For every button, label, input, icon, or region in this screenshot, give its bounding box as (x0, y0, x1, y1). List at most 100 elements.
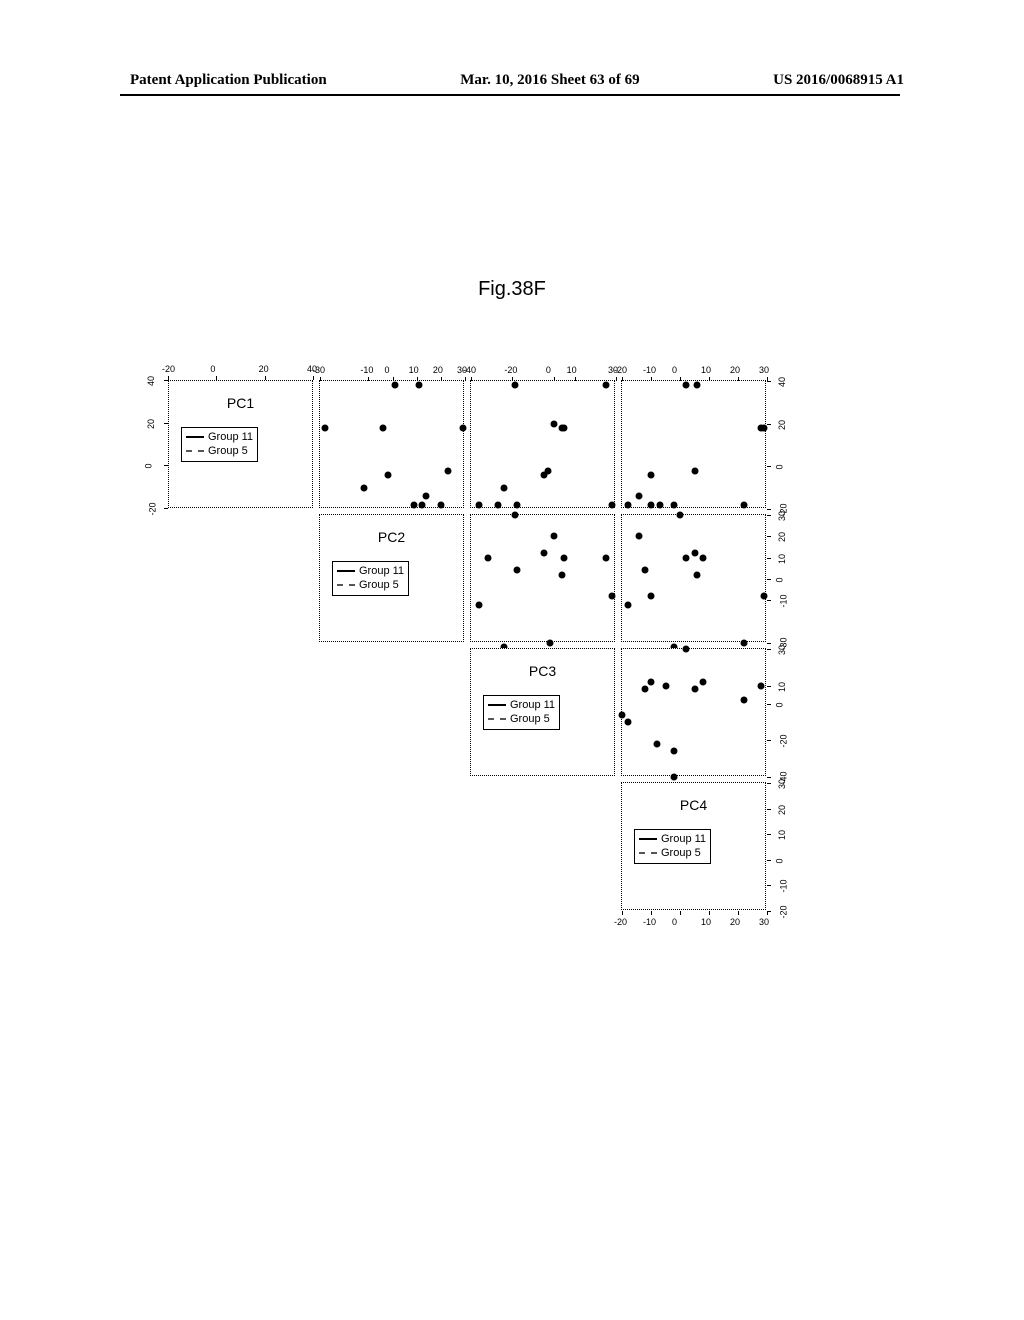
data-point (619, 711, 626, 718)
legend-label: Group 11 (510, 698, 555, 712)
data-point (694, 571, 701, 578)
data-point (677, 512, 684, 519)
data-point (648, 593, 655, 600)
data-point (740, 501, 747, 508)
panel-title: PC1 (227, 395, 254, 411)
data-point (671, 774, 678, 781)
tick (164, 423, 168, 424)
legend-box: Group 11Group 5 (483, 695, 560, 730)
tick (164, 380, 168, 381)
data-point (624, 719, 631, 726)
data-point (624, 501, 631, 508)
data-point (694, 382, 701, 389)
data-point (494, 501, 501, 508)
panel-title: PC2 (378, 529, 405, 545)
data-point (411, 501, 418, 508)
data-point (691, 686, 698, 693)
legend-label: Group 5 (661, 846, 701, 860)
data-point (648, 471, 655, 478)
data-point (642, 686, 649, 693)
tick-label: 0 (775, 702, 785, 707)
data-point (445, 467, 452, 474)
data-point (740, 640, 747, 647)
legend-line-icon (337, 584, 355, 586)
tick-label: 30 (759, 365, 769, 375)
legend-row: Group 5 (337, 578, 404, 592)
tick (164, 508, 168, 509)
data-point (540, 550, 547, 557)
tick-label: 20 (259, 364, 269, 374)
data-point (559, 571, 566, 578)
legend-row: Group 11 (186, 430, 253, 444)
header-left: Patent Application Publication (130, 72, 327, 89)
legend-label: Group 5 (208, 444, 248, 458)
legend-line-icon (186, 450, 204, 452)
legend-row: Group 5 (186, 444, 253, 458)
legend-box: Group 11Group 5 (634, 829, 711, 864)
tick-label: 10 (777, 830, 787, 840)
scatter-matrix: PC1Group 11Group 5-30-100102030-40-20010… (168, 380, 798, 960)
data-point (671, 748, 678, 755)
tick-label: 30 (777, 645, 787, 655)
data-point (546, 640, 553, 647)
data-point (608, 593, 615, 600)
diagonal-panel: PC4Group 11Group 5-20-100102030-20-10010… (621, 782, 766, 910)
legend-row: Group 11 (337, 564, 404, 578)
header-divider (120, 94, 900, 96)
data-point (391, 382, 398, 389)
tick-label: 0 (210, 364, 215, 374)
data-point (511, 382, 518, 389)
data-point (642, 567, 649, 574)
scatter-panel: -40-2001030 (470, 380, 615, 508)
tick-label: 20 (777, 805, 787, 815)
scatter-panel: -20-100102030-2002040 (621, 380, 766, 508)
legend-row: Group 5 (488, 712, 555, 726)
header-right: US 2016/0068915 A1 (773, 72, 904, 89)
tick-label: -10 (643, 917, 656, 927)
data-point (602, 554, 609, 561)
data-point (501, 484, 508, 491)
tick-label: 10 (777, 554, 787, 564)
tick-label: 40 (146, 376, 156, 386)
tick-label: -10 (779, 595, 789, 608)
legend-label: Group 5 (359, 578, 399, 592)
legend-label: Group 11 (661, 832, 706, 846)
tick-label: -20 (614, 365, 627, 375)
tick-label: -20 (148, 502, 158, 515)
data-point (740, 697, 747, 704)
data-point (550, 533, 557, 540)
legend-line-icon (337, 570, 355, 572)
data-point (636, 493, 643, 500)
data-point (459, 424, 466, 431)
data-point (602, 382, 609, 389)
tick-label: 0 (775, 858, 785, 863)
data-point (691, 550, 698, 557)
data-point (513, 567, 520, 574)
data-point (682, 382, 689, 389)
tick (164, 465, 168, 466)
legend-line-icon (639, 838, 657, 840)
tick-label: 0 (546, 365, 551, 375)
data-point (700, 554, 707, 561)
legend-line-icon (639, 852, 657, 854)
data-point (653, 741, 660, 748)
legend-label: Group 11 (359, 564, 404, 578)
data-point (360, 484, 367, 491)
tick-label: 10 (701, 917, 711, 927)
data-point (561, 424, 568, 431)
tick-label: 20 (146, 419, 156, 429)
tick-label: 0 (775, 465, 785, 470)
legend-row: Group 11 (488, 698, 555, 712)
legend-row: Group 5 (639, 846, 706, 860)
scatter-panel: -30-100102030 (621, 514, 766, 642)
data-point (648, 678, 655, 685)
data-point (379, 424, 386, 431)
data-point (636, 533, 643, 540)
diagonal-panel: PC2 Group 11Group 5 (319, 514, 464, 642)
data-point (691, 467, 698, 474)
data-point (418, 501, 425, 508)
tick-label: 10 (777, 682, 787, 692)
data-point (758, 682, 765, 689)
diagonal-panel: PC1 Group 11Group 5 (168, 380, 313, 508)
data-point (671, 501, 678, 508)
